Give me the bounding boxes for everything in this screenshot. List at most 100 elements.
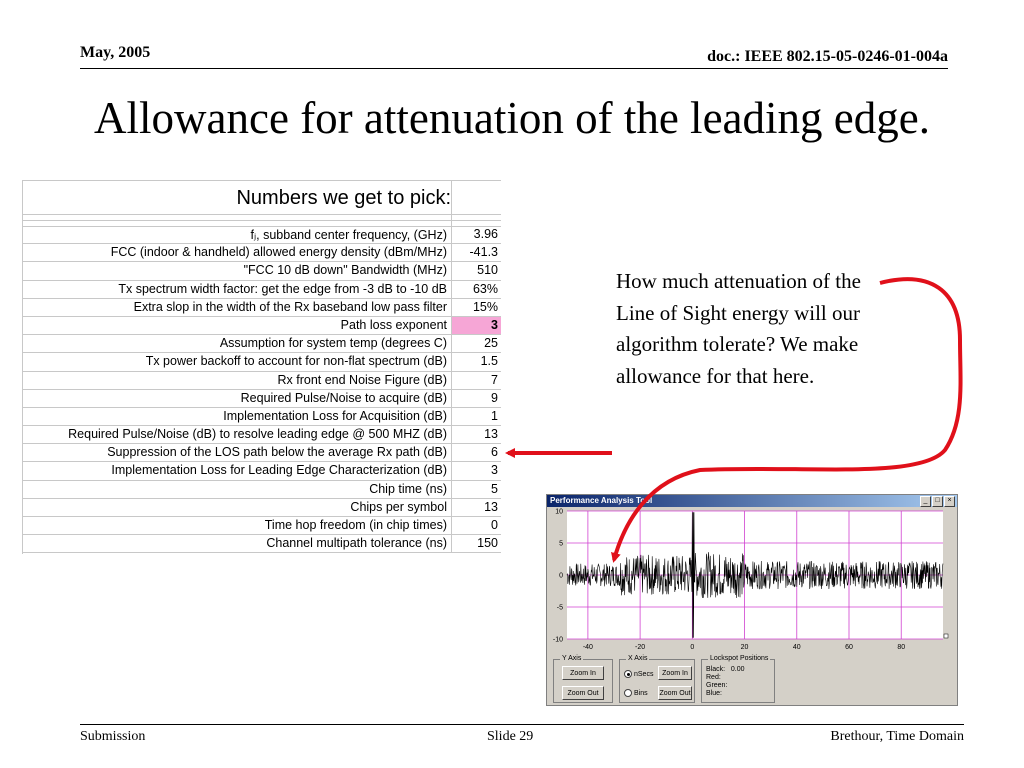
row-label: Extra slop in the width of the Rx baseba… [133,299,447,314]
spreadsheet-rows: fⱼ, subband center frequency, (GHz) 3.96 F… [23,226,501,554]
waveform-plot[interactable]: -40 -20 0 20 40 60 80 10 5 0 -5 -10 [547,507,957,657]
nsecs-radio[interactable]: nSecs [624,670,653,678]
table-row: Path loss exponent 3 [23,316,501,336]
scroll-handle[interactable] [943,633,949,639]
maximize-icon[interactable]: □ [932,496,943,507]
footer-divider [80,724,964,725]
row-label: FCC (indoor & handheld) allowed energy d… [110,245,447,260]
x-tick-label: 60 [845,644,853,651]
close-icon[interactable]: × [944,496,955,507]
table-row: Assumption for system temp (degrees C) 25 [23,335,501,354]
radio-unselected-icon [624,689,632,697]
spreadsheet-heading: Numbers we get to pick: [236,187,451,209]
table-row: Extra slop in the width of the Rx baseba… [23,298,501,317]
table-row: FCC (indoor & handheld) allowed energy d… [23,244,501,263]
row-value[interactable]: 150 [451,535,501,553]
row-label: "FCC 10 dB down" Bandwidth (MHz) [243,263,447,278]
minimize-icon[interactable]: _ [920,496,931,507]
x-tick-label: 20 [741,644,749,651]
table-row: fⱼ, subband center frequency, (GHz) 3.96 [23,226,501,245]
x-zoom-out-button[interactable]: Zoom Out [658,686,692,700]
row-label: Tx power backoff to account for non-flat… [145,354,447,369]
row-value[interactable]: 13 [451,426,501,444]
row-value[interactable]: 1.5 [451,353,501,371]
row-value[interactable]: 3 [451,316,501,335]
table-row: "FCC 10 dB down" Bandwidth (MHz) 510 [23,262,501,281]
row-label: Implementation Loss for Acquisition (dB) [223,408,447,423]
performance-analysis-window: Performance Analysis Tool _ □ × -40 -20 0 2… [546,494,958,706]
table-row: Chips per symbol 13 [23,498,501,517]
row-value[interactable]: 1 [451,407,501,426]
radio-selected-icon [624,670,632,678]
table-row: Required Pulse/Noise to acquire (dB) 9 [23,389,501,408]
header-doc-id: doc.: IEEE 802.15-05-0246-01-004a [707,48,948,65]
y-axis-label: Y Axis [560,655,584,662]
lockspot-group: Lockspot Positions Black: 0.00 Red: Gree… [701,655,775,703]
y-tick-label: 5 [559,541,563,548]
table-row: Tx power backoff to account for non-flat… [23,353,501,372]
row-value[interactable]: 0 [451,517,501,535]
row-label: Chip time (ns) [369,481,447,496]
row-value[interactable]: 7 [451,371,501,389]
row-value[interactable]: -41.3 [451,244,501,262]
lockspot-label: Lockspot Positions [708,655,771,662]
x-zoom-in-button[interactable]: Zoom In [658,666,692,680]
header-date: May, 2005 [80,44,151,61]
footer-author: Brethour, Time Domain [830,729,964,744]
y-tick-label: 10 [555,509,563,516]
row-label: Suppression of the LOS path below the av… [107,445,447,460]
blue-label: Blue: [706,690,722,697]
footer-slide-number: Slide 29 [487,729,534,744]
row-value[interactable]: 3.96 [451,226,501,244]
row-label: Assumption for system temp (degrees C) [219,336,447,351]
grid-line [23,214,501,215]
grid-line [23,220,501,221]
x-tick-label: -20 [635,644,645,651]
row-label: fⱼ, subband center frequency, (GHz) [250,228,448,242]
row-label: Rx front end Noise Figure (dB) [277,372,447,387]
row-value[interactable]: 15% [451,298,501,316]
table-row: Tx spectrum width factor: get the edge f… [23,280,501,299]
row-value[interactable]: 25 [451,335,501,353]
x-axis-group: X Axis nSecs Bins Zoom In Zoom Out [619,655,695,703]
y-tick-label: 0 [559,573,563,580]
row-label: Implementation Loss for Leading Edge Cha… [111,463,447,478]
lockspot-values: Black: 0.00 Red: Green: Blue: [706,666,745,698]
red-label: Red: [706,674,721,681]
y-tick-label: -5 [557,605,563,612]
annotation-text: How much attenuation of the Line of Sigh… [616,269,861,388]
table-row: Suppression of the LOS path below the av… [23,444,501,463]
window-title-bar[interactable]: Performance Analysis Tool [547,495,957,507]
row-label: Channel multipath tolerance (ns) [266,536,447,551]
grid-line [23,226,501,227]
row-label: Path loss exponent [340,317,447,332]
y-zoom-in-button[interactable]: Zoom In [562,666,604,680]
y-tick-label: -10 [553,637,563,644]
row-value[interactable]: 6 [451,444,501,462]
footer-submission: Submission [80,729,146,744]
table-row: Channel multipath tolerance (ns) 150 [23,535,501,554]
x-tick-label: 0 [690,644,694,651]
row-value[interactable]: 5 [451,480,501,498]
bins-radio[interactable]: Bins [624,689,648,697]
row-label: Chips per symbol [350,499,447,514]
black-value: 0.00 [730,666,745,673]
row-value[interactable]: 510 [451,262,501,280]
waveform-trace [566,512,944,638]
table-row: Chip time (ns) 5 [23,480,501,499]
column-divider [451,180,452,226]
table-row: Rx front end Noise Figure (dB) 7 [23,371,501,390]
x-tick-label: 80 [897,644,905,651]
table-row: Implementation Loss for Acquisition (dB)… [23,407,501,427]
window-controls: _ □ × [920,496,955,507]
row-label: Tx spectrum width factor: get the edge f… [118,281,447,296]
y-axis-group: Y Axis Zoom In Zoom Out [553,655,613,703]
x-axis-label: X Axis [626,655,650,662]
row-value[interactable]: 13 [451,498,501,516]
row-value[interactable]: 3 [451,462,501,480]
nsecs-label: nSecs [634,670,654,678]
row-value[interactable]: 63% [451,280,501,298]
parameter-spreadsheet: Numbers we get to pick: fⱼ, subband cent… [22,180,501,554]
y-zoom-out-button[interactable]: Zoom Out [562,686,604,700]
row-value[interactable]: 9 [451,389,501,407]
